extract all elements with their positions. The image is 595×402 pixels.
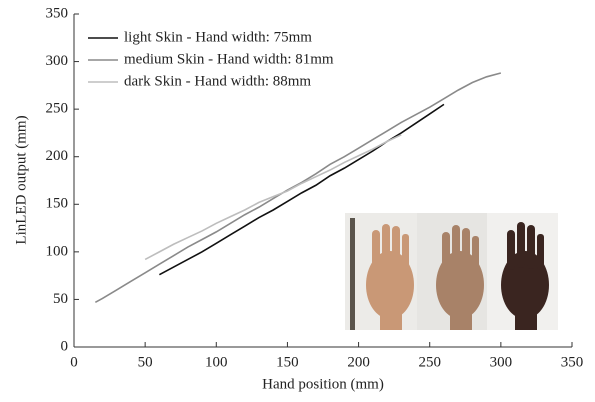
hand-photo: [345, 213, 558, 330]
y-tick-label: 250: [46, 101, 69, 117]
x-tick-label: 150: [276, 354, 299, 370]
x-tick-label: 100: [205, 354, 228, 370]
y-tick-label: 100: [46, 243, 69, 259]
legend-label: light Skin - Hand width: 75mm: [124, 29, 312, 45]
x-tick-label: 250: [418, 354, 441, 370]
y-tick-label: 50: [53, 291, 68, 307]
x-tick-label: 350: [561, 354, 584, 370]
x-axis-label: Hand position (mm): [262, 376, 384, 392]
y-axis-label: LinLED output (mm): [13, 115, 29, 244]
y-tick-label: 300: [46, 53, 69, 69]
x-tick-label: 200: [347, 354, 370, 370]
data-line: [158, 103, 445, 276]
y-tick-label: 200: [46, 148, 69, 164]
x-tick-label: 0: [70, 354, 78, 370]
x-tick-label: 300: [490, 354, 513, 370]
y-tick-label: 350: [46, 5, 69, 21]
x-tick-label: 50: [138, 354, 153, 370]
legend-label: dark Skin - Hand width: 88mm: [124, 73, 311, 89]
data-line: [94, 72, 502, 303]
y-tick-label: 150: [46, 196, 69, 212]
data-line: [144, 134, 402, 261]
y-tick-label: 0: [61, 338, 69, 354]
legend-label: medium Skin - Hand width: 81mm: [124, 51, 334, 67]
